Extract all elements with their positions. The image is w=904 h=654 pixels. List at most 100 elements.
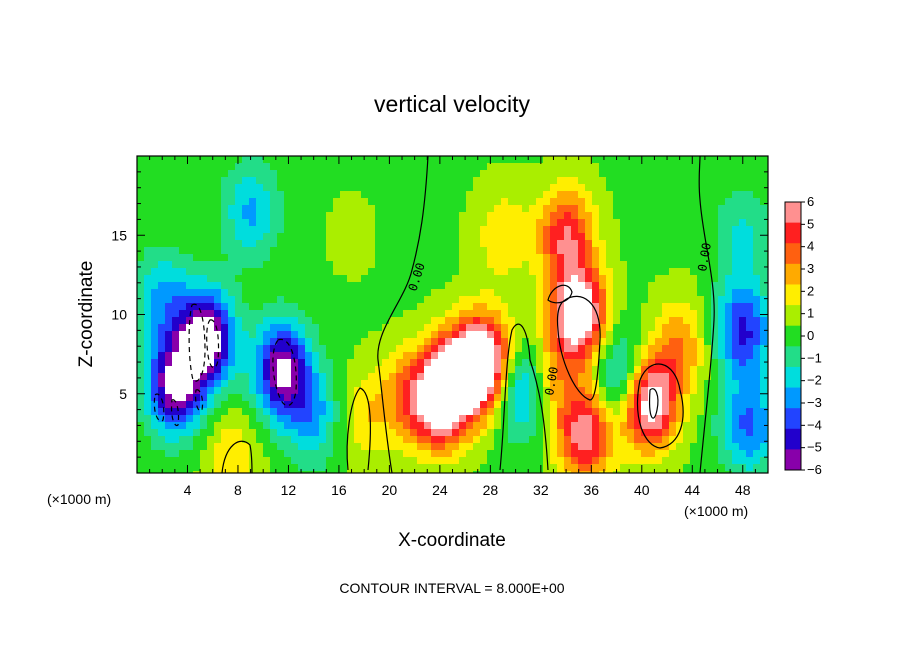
field-cell: [291, 226, 299, 234]
field-cell: [200, 289, 208, 297]
field-cell: [669, 261, 677, 269]
field-cell: [529, 205, 537, 213]
field-cell: [221, 310, 229, 318]
field-cell: [144, 443, 152, 451]
field-cell: [732, 191, 740, 199]
field-cell: [627, 240, 635, 248]
field-cell: [557, 352, 565, 360]
field-cell: [648, 226, 656, 234]
field-cell: [242, 198, 250, 206]
field-cell: [242, 471, 250, 473]
field-cell: [214, 471, 222, 473]
field-cell: [326, 464, 334, 472]
field-cell: [298, 401, 306, 409]
field-cell: [256, 177, 264, 185]
field-cell: [732, 366, 740, 374]
field-cell: [690, 275, 698, 283]
field-cell: [305, 415, 313, 423]
field-cell: [256, 296, 264, 304]
field-cell: [396, 247, 404, 255]
field-cell: [438, 289, 446, 297]
field-cell: [291, 450, 299, 458]
field-cell: [144, 212, 152, 220]
field-cell: [396, 233, 404, 241]
field-cell: [417, 457, 425, 465]
field-cell: [186, 303, 194, 311]
field-cell: [459, 205, 467, 213]
field-cell: [445, 275, 453, 283]
field-cell: [571, 394, 579, 402]
field-cell: [368, 226, 376, 234]
field-cell: [676, 338, 684, 346]
field-cell: [571, 310, 579, 318]
field-cell: [739, 380, 747, 388]
field-cell: [319, 205, 327, 213]
field-cell: [760, 457, 768, 465]
field-cell: [550, 226, 558, 234]
field-cell: [599, 408, 607, 416]
field-cell: [207, 275, 215, 283]
field-cell: [179, 422, 187, 430]
field-cell: [256, 226, 264, 234]
field-cell: [599, 240, 607, 248]
field-cell: [396, 163, 404, 171]
field-cell: [396, 324, 404, 332]
field-cell: [431, 338, 439, 346]
field-cell: [473, 338, 481, 346]
field-cell: [228, 394, 236, 402]
field-cell: [193, 219, 201, 227]
field-cell: [655, 261, 663, 269]
field-cell: [361, 177, 369, 185]
field-cell: [473, 394, 481, 402]
field-cell: [347, 331, 355, 339]
colorbar-swatch: [785, 222, 801, 244]
field-cell: [508, 296, 516, 304]
field-cell: [711, 226, 719, 234]
field-cell: [333, 205, 341, 213]
field-cell: [263, 401, 271, 409]
field-cell: [662, 310, 670, 318]
positive-contour-1: [556, 295, 601, 401]
field-cell: [305, 240, 313, 248]
field-cell: [144, 303, 152, 311]
field-cell: [368, 275, 376, 283]
field-cell: [207, 366, 215, 374]
field-cell: [725, 205, 733, 213]
field-cell: [683, 401, 691, 409]
field-cell: [368, 373, 376, 381]
field-cell: [592, 240, 600, 248]
field-cell: [452, 450, 460, 458]
field-cell: [445, 324, 453, 332]
field-cell: [186, 422, 194, 430]
field-cell: [508, 177, 516, 185]
field-cell: [697, 324, 705, 332]
field-cell: [249, 394, 257, 402]
field-cell: [760, 212, 768, 220]
field-cell: [368, 436, 376, 444]
field-cell: [648, 436, 656, 444]
field-cell: [487, 380, 495, 388]
field-cell: [228, 289, 236, 297]
field-cell: [291, 296, 299, 304]
field-cell: [165, 289, 173, 297]
field-cell: [585, 457, 593, 465]
field-cell: [655, 226, 663, 234]
field-cell: [417, 429, 425, 437]
field-cell: [263, 408, 271, 416]
field-cell: [235, 240, 243, 248]
field-cell: [676, 457, 684, 465]
field-cell: [718, 429, 726, 437]
field-cell: [732, 268, 740, 276]
field-cell: [473, 457, 481, 465]
field-cell: [690, 317, 698, 325]
field-cell: [277, 464, 285, 472]
field-cell: [158, 191, 166, 199]
field-cell: [704, 464, 712, 472]
field-cell: [403, 345, 411, 353]
field-cell: [200, 373, 208, 381]
field-cell: [697, 177, 705, 185]
field-cell: [193, 247, 201, 255]
field-cell: [305, 289, 313, 297]
field-cell: [522, 184, 530, 192]
field-cell: [655, 303, 663, 311]
